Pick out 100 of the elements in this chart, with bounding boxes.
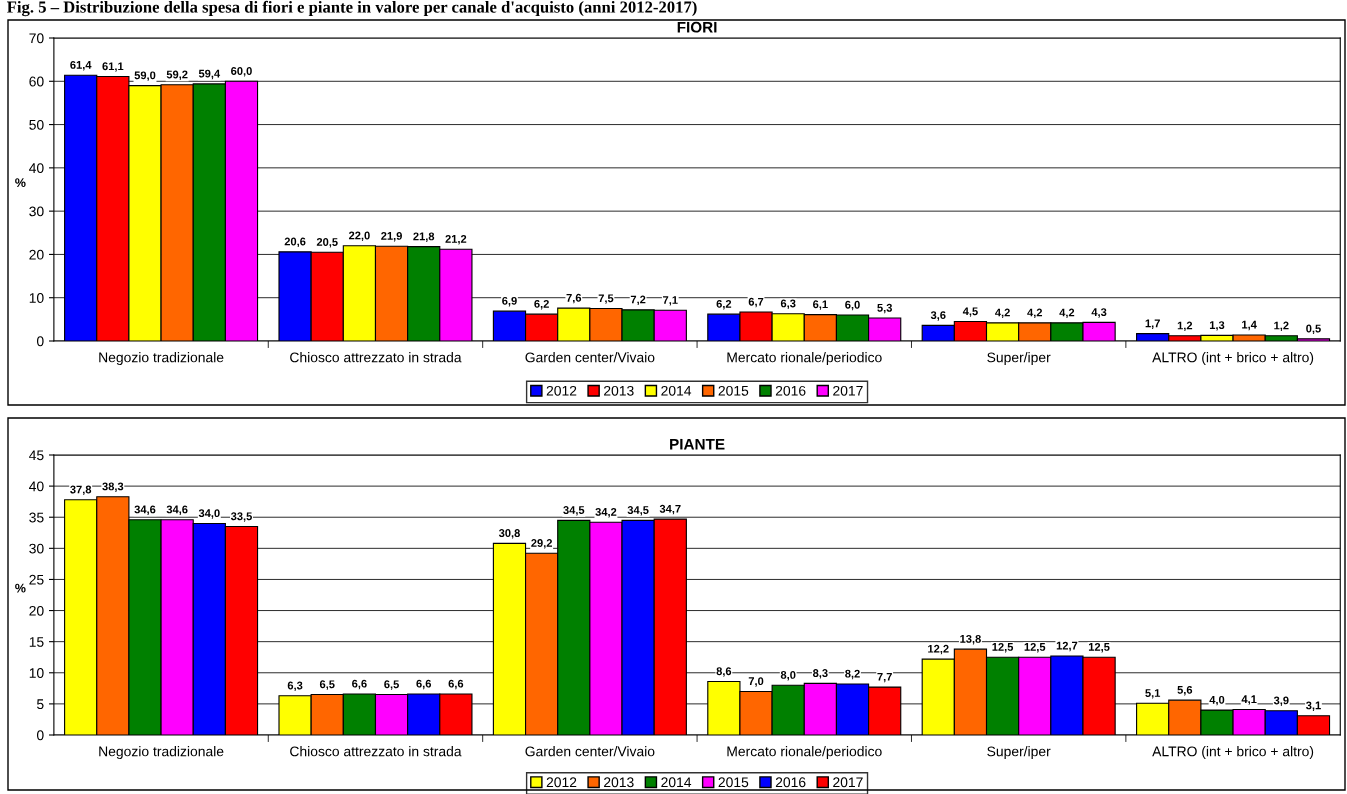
data-label: 4,0: [1209, 695, 1225, 706]
y-tick-label: 40: [29, 163, 44, 174]
data-label: 8,6: [716, 667, 732, 677]
data-label: 6,6: [352, 679, 367, 690]
data-label: 8,2: [845, 669, 860, 680]
y-axis-title: %: [15, 583, 26, 593]
data-label: 6,6: [448, 679, 464, 690]
y-axis-title: %: [15, 178, 26, 187]
y-tick-label: 0: [36, 336, 44, 347]
x-tick-label: ALTRO (int + brico + altro): [1152, 746, 1314, 760]
legend-label: 2013: [604, 777, 634, 788]
x-tick-label: Chiosco attrezzato in strada: [290, 746, 462, 757]
data-label: 0,5: [1306, 324, 1321, 335]
legend-label: 2012: [546, 385, 577, 396]
data-label: 6,7: [748, 297, 764, 308]
data-label: 21,2: [445, 235, 467, 245]
x-tick-label: Garden center/Vivaio: [525, 352, 655, 363]
y-tick-label: 5: [36, 699, 44, 710]
data-label: 59,4: [198, 69, 221, 80]
data-label: 7,1: [663, 296, 678, 306]
y-tick-label: 70: [29, 33, 44, 44]
y-tick-label: 0: [36, 730, 44, 741]
x-tick-label: Garden center/Vivaio: [525, 746, 655, 757]
data-label: 3,1: [1306, 701, 1321, 711]
legend-label: 2013: [604, 385, 634, 396]
data-label: 8,0: [780, 670, 796, 681]
data-label: 34,7: [659, 504, 681, 515]
legend-label: 2014: [661, 777, 692, 788]
data-label: 34,2: [595, 507, 617, 518]
data-label: 12,7: [1056, 641, 1078, 652]
data-label: 6,2: [716, 299, 732, 310]
data-label: 4,5: [962, 307, 978, 317]
caption: Fig. 5 – Distribuzione della spesa di fiori e piante in valore per canale d'acquisto (anni 2012-2017): [7, 0, 697, 17]
y-tick-label: 20: [29, 249, 44, 260]
y-tick-label: 35: [29, 512, 44, 523]
data-label: 7,5: [598, 294, 614, 304]
legend-label: 2016: [775, 385, 806, 396]
data-label: 59,2: [166, 70, 188, 80]
data-label: 1,2: [1177, 321, 1193, 332]
chart-title: FIORI: [677, 21, 717, 33]
data-label: 7,6: [566, 293, 582, 304]
y-tick-label: 20: [29, 605, 44, 616]
data-label: 7,7: [877, 672, 892, 683]
data-label: 7,2: [630, 295, 646, 306]
data-label: 34,6: [166, 505, 188, 515]
data-label: 7,0: [748, 677, 764, 687]
data-label: 6,6: [416, 679, 432, 690]
x-tick-label: Chiosco attrezzato in strada: [290, 352, 462, 363]
y-tick-label: 10: [29, 668, 44, 678]
legend-label: 2017: [833, 385, 863, 396]
y-tick-label: 60: [29, 76, 44, 87]
data-label: 34,6: [134, 505, 156, 515]
data-label: 4,2: [1027, 308, 1043, 319]
data-label: 21,8: [413, 232, 435, 242]
x-tick-label: Super/iper: [987, 746, 1051, 760]
y-tick-label: 25: [29, 574, 44, 585]
data-label: 34,5: [627, 506, 649, 516]
x-tick-label: Negozio tradizionale: [99, 352, 224, 366]
data-label: 3,6: [930, 311, 946, 321]
legend-label: 2016: [775, 777, 806, 788]
x-tick-label: ALTRO (int + brico + altro): [1152, 352, 1314, 366]
data-label: 61,1: [102, 62, 124, 72]
data-label: 4,3: [1091, 308, 1107, 318]
data-label: 6,3: [287, 681, 303, 692]
data-label: 34,0: [198, 509, 220, 519]
data-label: 33,5: [230, 512, 252, 522]
legend-label: 2014: [661, 385, 692, 396]
y-tick-label: 30: [29, 206, 44, 217]
legend-label: 2015: [718, 777, 749, 788]
data-label: 59,0: [134, 71, 156, 81]
data-label: 5,6: [1177, 685, 1193, 696]
x-tick-label: Negozio tradizionale: [99, 746, 224, 760]
data-label: 12,5: [1024, 642, 1046, 653]
data-label: 20,5: [316, 238, 338, 248]
data-label: 30,8: [498, 529, 520, 539]
x-tick-label: Mercato rionale/periodico: [727, 746, 882, 760]
data-label: 4,1: [1241, 695, 1257, 705]
data-label: 1,2: [1274, 321, 1289, 332]
data-label: 37,8: [70, 485, 92, 496]
data-label: 6,2: [534, 299, 549, 310]
data-label: 6,5: [384, 680, 399, 690]
data-label: 1,3: [1209, 321, 1225, 331]
data-label: 8,3: [812, 669, 828, 679]
data-label: 60,0: [231, 67, 252, 77]
data-label: 5,1: [1145, 689, 1161, 699]
data-label: 22,0: [348, 231, 370, 242]
y-tick-label: 45: [29, 450, 44, 461]
data-label: 38,3: [102, 482, 124, 492]
data-label: 13,8: [960, 634, 981, 645]
y-tick-label: 10: [29, 293, 44, 303]
y-tick-label: 50: [29, 119, 44, 130]
x-tick-label: Mercato rionale/periodico: [727, 352, 882, 366]
chart-title: PIANTE: [670, 438, 725, 450]
y-tick-label: 40: [29, 481, 44, 492]
data-label: 5,3: [877, 303, 892, 314]
data-label: 6,0: [845, 300, 860, 311]
data-label: 12,5: [1088, 642, 1110, 653]
data-label: 20,6: [284, 237, 306, 248]
data-label: 1,4: [1242, 320, 1257, 331]
data-label: 4,2: [995, 308, 1010, 319]
